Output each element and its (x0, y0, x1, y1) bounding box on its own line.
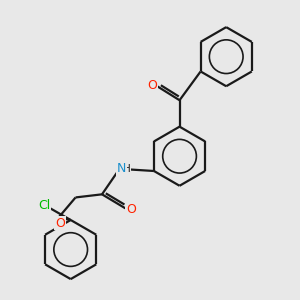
Text: O: O (55, 217, 65, 230)
Text: O: O (126, 203, 136, 216)
Text: N: N (117, 162, 126, 175)
Text: Cl: Cl (38, 199, 50, 212)
Text: O: O (148, 79, 158, 92)
Text: H: H (123, 164, 130, 174)
